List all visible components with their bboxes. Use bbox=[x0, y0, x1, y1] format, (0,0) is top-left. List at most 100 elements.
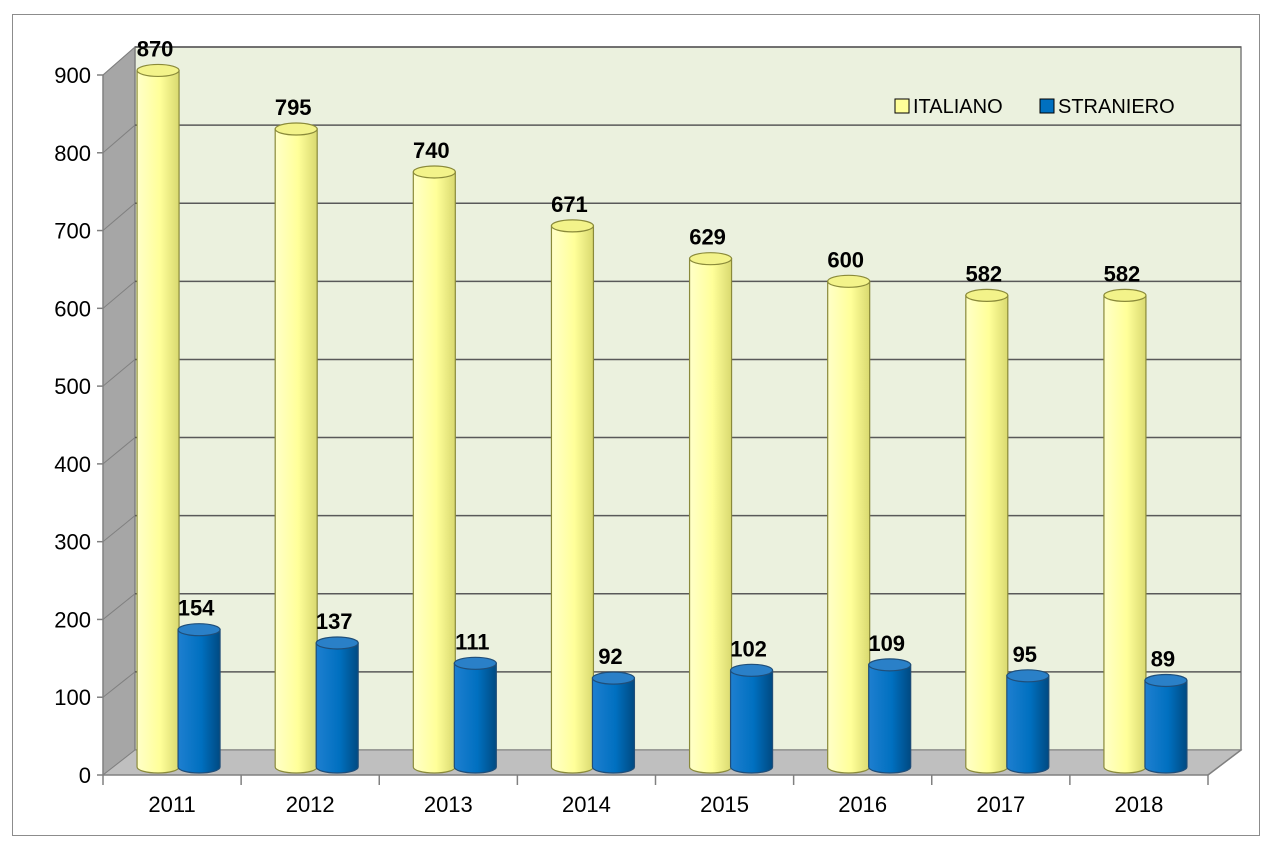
bar-cap bbox=[1006, 669, 1050, 683]
bar-cap bbox=[591, 671, 636, 685]
bar-cap bbox=[688, 252, 733, 266]
y-tick-label: 0 bbox=[79, 763, 91, 788]
bar-cap bbox=[827, 274, 871, 288]
bar-cap bbox=[1103, 288, 1147, 302]
bar-italiano-2017 bbox=[965, 288, 1009, 774]
gridline-depth bbox=[102, 515, 136, 543]
bar-body bbox=[1144, 679, 1188, 774]
bar-straniero-2012 bbox=[315, 636, 359, 774]
data-label: 795 bbox=[275, 95, 312, 120]
data-label: 102 bbox=[730, 636, 767, 661]
x-tick-label: 2011 bbox=[148, 792, 195, 817]
x-tick-label: 2013 bbox=[424, 792, 473, 817]
bar-body bbox=[274, 128, 318, 774]
y-tick-label: 900 bbox=[54, 63, 91, 88]
bar-body bbox=[136, 69, 180, 774]
bar-italiano-2011 bbox=[136, 63, 180, 774]
bar-straniero-2015 bbox=[729, 663, 774, 774]
bar-body bbox=[315, 642, 359, 774]
y-tick-label: 100 bbox=[54, 685, 91, 710]
bar-body bbox=[177, 629, 221, 774]
x-tick-label: 2014 bbox=[562, 792, 611, 817]
bar-italiano-2014 bbox=[550, 219, 595, 774]
legend: ITALIANO STRANIERO bbox=[894, 96, 1175, 118]
x-tick-label: 2018 bbox=[1114, 792, 1163, 817]
bar-straniero-2018 bbox=[1144, 673, 1188, 774]
bar-cap bbox=[965, 288, 1009, 302]
gridline-depth bbox=[102, 280, 136, 309]
gridline-depth bbox=[102, 202, 136, 231]
bar-italiano-2012 bbox=[274, 122, 318, 774]
bar-straniero-2016 bbox=[868, 658, 912, 774]
bar-italiano-2018 bbox=[1103, 288, 1147, 774]
data-label: 111 bbox=[455, 629, 489, 654]
gridline-depth bbox=[102, 124, 136, 154]
data-label: 582 bbox=[1104, 261, 1141, 286]
bar-body bbox=[412, 171, 456, 774]
data-label: 629 bbox=[689, 225, 726, 250]
bar-cap bbox=[136, 63, 180, 78]
y-tick-label: 600 bbox=[54, 296, 91, 321]
data-label: 89 bbox=[1151, 646, 1175, 671]
bar-straniero-2017 bbox=[1006, 669, 1050, 774]
side-wall bbox=[102, 45, 136, 777]
bar-cap bbox=[550, 219, 595, 233]
data-label: 600 bbox=[827, 247, 864, 272]
x-tick-label: 2015 bbox=[700, 792, 749, 817]
gridline-depth bbox=[102, 671, 136, 698]
bar-cap bbox=[1144, 673, 1188, 688]
x-tick-label: 2017 bbox=[976, 792, 1025, 817]
data-label: 582 bbox=[965, 261, 1002, 286]
data-label: 870 bbox=[137, 36, 174, 61]
x-axis-depth-line bbox=[1207, 749, 1242, 776]
data-label: 154 bbox=[178, 596, 215, 621]
bar-body bbox=[868, 664, 912, 774]
data-label: 92 bbox=[598, 644, 622, 669]
bar-body bbox=[591, 677, 636, 774]
gridline-depth bbox=[102, 437, 136, 465]
bar-body bbox=[453, 662, 497, 774]
legend-label-straniero: STRANIERO bbox=[1058, 96, 1175, 118]
data-label: 671 bbox=[551, 192, 588, 217]
y-tick-label: 700 bbox=[54, 219, 91, 244]
y-tick-label: 500 bbox=[54, 374, 91, 399]
bar-cap bbox=[315, 636, 359, 650]
y-tick-label: 800 bbox=[54, 141, 91, 166]
bar-cap bbox=[729, 663, 774, 677]
bar-body bbox=[550, 225, 595, 774]
bar-body bbox=[827, 280, 871, 774]
chart-frame bbox=[12, 14, 1260, 836]
y-tick-label: 400 bbox=[54, 452, 91, 477]
data-label: 109 bbox=[868, 631, 905, 656]
bar-straniero-2011 bbox=[177, 623, 221, 774]
gridline-depth bbox=[102, 359, 136, 387]
bar-straniero-2014 bbox=[591, 671, 636, 774]
x-tick-label: 2012 bbox=[286, 792, 335, 817]
bar-italiano-2013 bbox=[412, 165, 456, 774]
bar-cap bbox=[274, 122, 318, 136]
bar-cap bbox=[453, 656, 497, 670]
legend-swatch-italiano bbox=[894, 98, 910, 114]
bar-cap bbox=[412, 165, 456, 179]
bar-body bbox=[1103, 294, 1147, 774]
bar-body bbox=[965, 294, 1009, 774]
bar-straniero-2013 bbox=[453, 656, 497, 774]
bar-cap bbox=[868, 658, 912, 672]
data-label: 740 bbox=[413, 138, 450, 163]
floor bbox=[101, 749, 1243, 776]
gridline-depth bbox=[102, 593, 136, 620]
y-tick-label: 300 bbox=[54, 530, 91, 555]
bar-body bbox=[688, 258, 733, 774]
y-tick-label: 200 bbox=[54, 607, 91, 632]
bar-italiano-2016 bbox=[827, 274, 871, 774]
data-label: 95 bbox=[1013, 642, 1037, 667]
data-label: 137 bbox=[316, 609, 353, 634]
bar-body bbox=[729, 669, 774, 774]
legend-label-italiano: ITALIANO bbox=[913, 96, 1003, 118]
legend-swatch-straniero bbox=[1039, 98, 1055, 114]
bar-body bbox=[1006, 675, 1050, 774]
x-tick-label: 2016 bbox=[838, 792, 887, 817]
gridline-depth bbox=[102, 46, 136, 76]
bar-cap bbox=[177, 623, 221, 637]
